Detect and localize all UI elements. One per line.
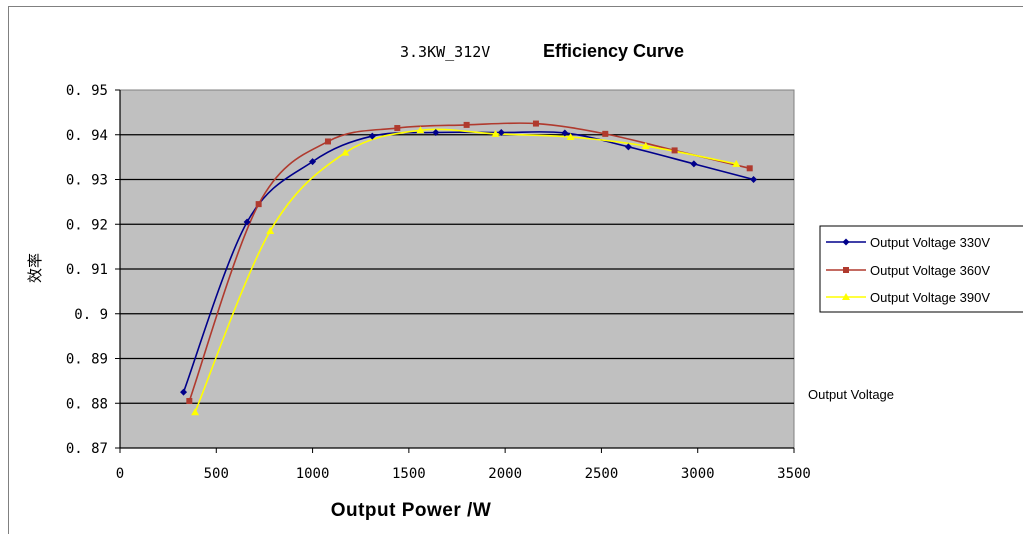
y-tick-label: 0. 92 xyxy=(66,217,108,233)
x-tick-label: 2500 xyxy=(585,466,619,482)
y-tick-label: 0. 95 xyxy=(66,83,108,99)
legend-marker xyxy=(842,293,850,300)
data-point xyxy=(324,138,331,145)
data-point xyxy=(341,148,350,156)
data-point xyxy=(641,141,650,149)
data-point xyxy=(266,226,275,234)
x-tick-label: 3500 xyxy=(777,466,811,482)
y-tick-label: 0. 94 xyxy=(66,128,108,144)
x-tick-label: 1500 xyxy=(392,466,426,482)
data-point xyxy=(255,201,262,208)
data-point xyxy=(394,125,401,132)
legend-label: Output Voltage 390V xyxy=(870,290,990,305)
chart-title-prefix: 3.3KW_312V xyxy=(400,43,490,61)
data-point xyxy=(746,165,753,172)
data-point xyxy=(750,176,758,183)
data-point xyxy=(463,121,470,128)
data-point xyxy=(243,218,251,226)
data-point xyxy=(491,129,500,137)
data-point xyxy=(624,143,632,151)
y-axis-label: 效率 xyxy=(26,253,44,283)
x-tick-label: 3000 xyxy=(681,466,715,482)
data-point xyxy=(602,130,609,137)
side-annotation: Output Voltage xyxy=(808,387,894,402)
y-tick-label: 0. 89 xyxy=(66,352,108,368)
data-point xyxy=(732,159,741,167)
data-point xyxy=(191,408,200,416)
x-tick-labels: 0 500 1000 1500 2000 2500 3000 3500 xyxy=(116,448,811,482)
data-point xyxy=(561,129,569,137)
y-tick-label: 0. 88 xyxy=(66,396,108,412)
data-point xyxy=(186,398,193,405)
legend-marker xyxy=(843,267,849,273)
data-point xyxy=(309,158,317,166)
data-point xyxy=(532,120,539,127)
x-tick-label: 500 xyxy=(204,466,229,482)
y-tick-label: 0. 91 xyxy=(66,262,108,278)
x-tick-label: 1000 xyxy=(296,466,330,482)
legend-label: Output Voltage 330V xyxy=(870,235,990,250)
data-point xyxy=(416,126,425,134)
series-line-2 xyxy=(194,128,737,413)
legend-marker xyxy=(842,238,850,246)
x-tick-label: 0 xyxy=(116,466,124,482)
data-point xyxy=(368,132,376,140)
chart-title: Efficiency Curve xyxy=(543,41,684,61)
y-tick-labels: 0. 87 0. 88 0. 89 0. 9 0. 91 0. 92 0. 93 0. 94 0… xyxy=(66,83,120,457)
series-markers xyxy=(180,120,758,416)
data-point xyxy=(497,129,505,137)
y-tick-label: 0. 93 xyxy=(66,173,108,189)
data-point xyxy=(180,388,188,396)
data-point xyxy=(690,160,698,168)
legend-label: Output Voltage 360V xyxy=(870,263,990,278)
y-tick-label: 0. 9 xyxy=(74,307,108,323)
data-point xyxy=(566,132,575,140)
data-point xyxy=(432,129,440,137)
x-axis-label: Output Power /W xyxy=(331,500,492,521)
y-tick-label: 0. 87 xyxy=(66,441,108,457)
legend: Output Voltage 330V Output Voltage 360V Ou… xyxy=(819,225,1023,313)
x-tick-label: 2000 xyxy=(488,466,522,482)
data-point xyxy=(671,147,678,154)
